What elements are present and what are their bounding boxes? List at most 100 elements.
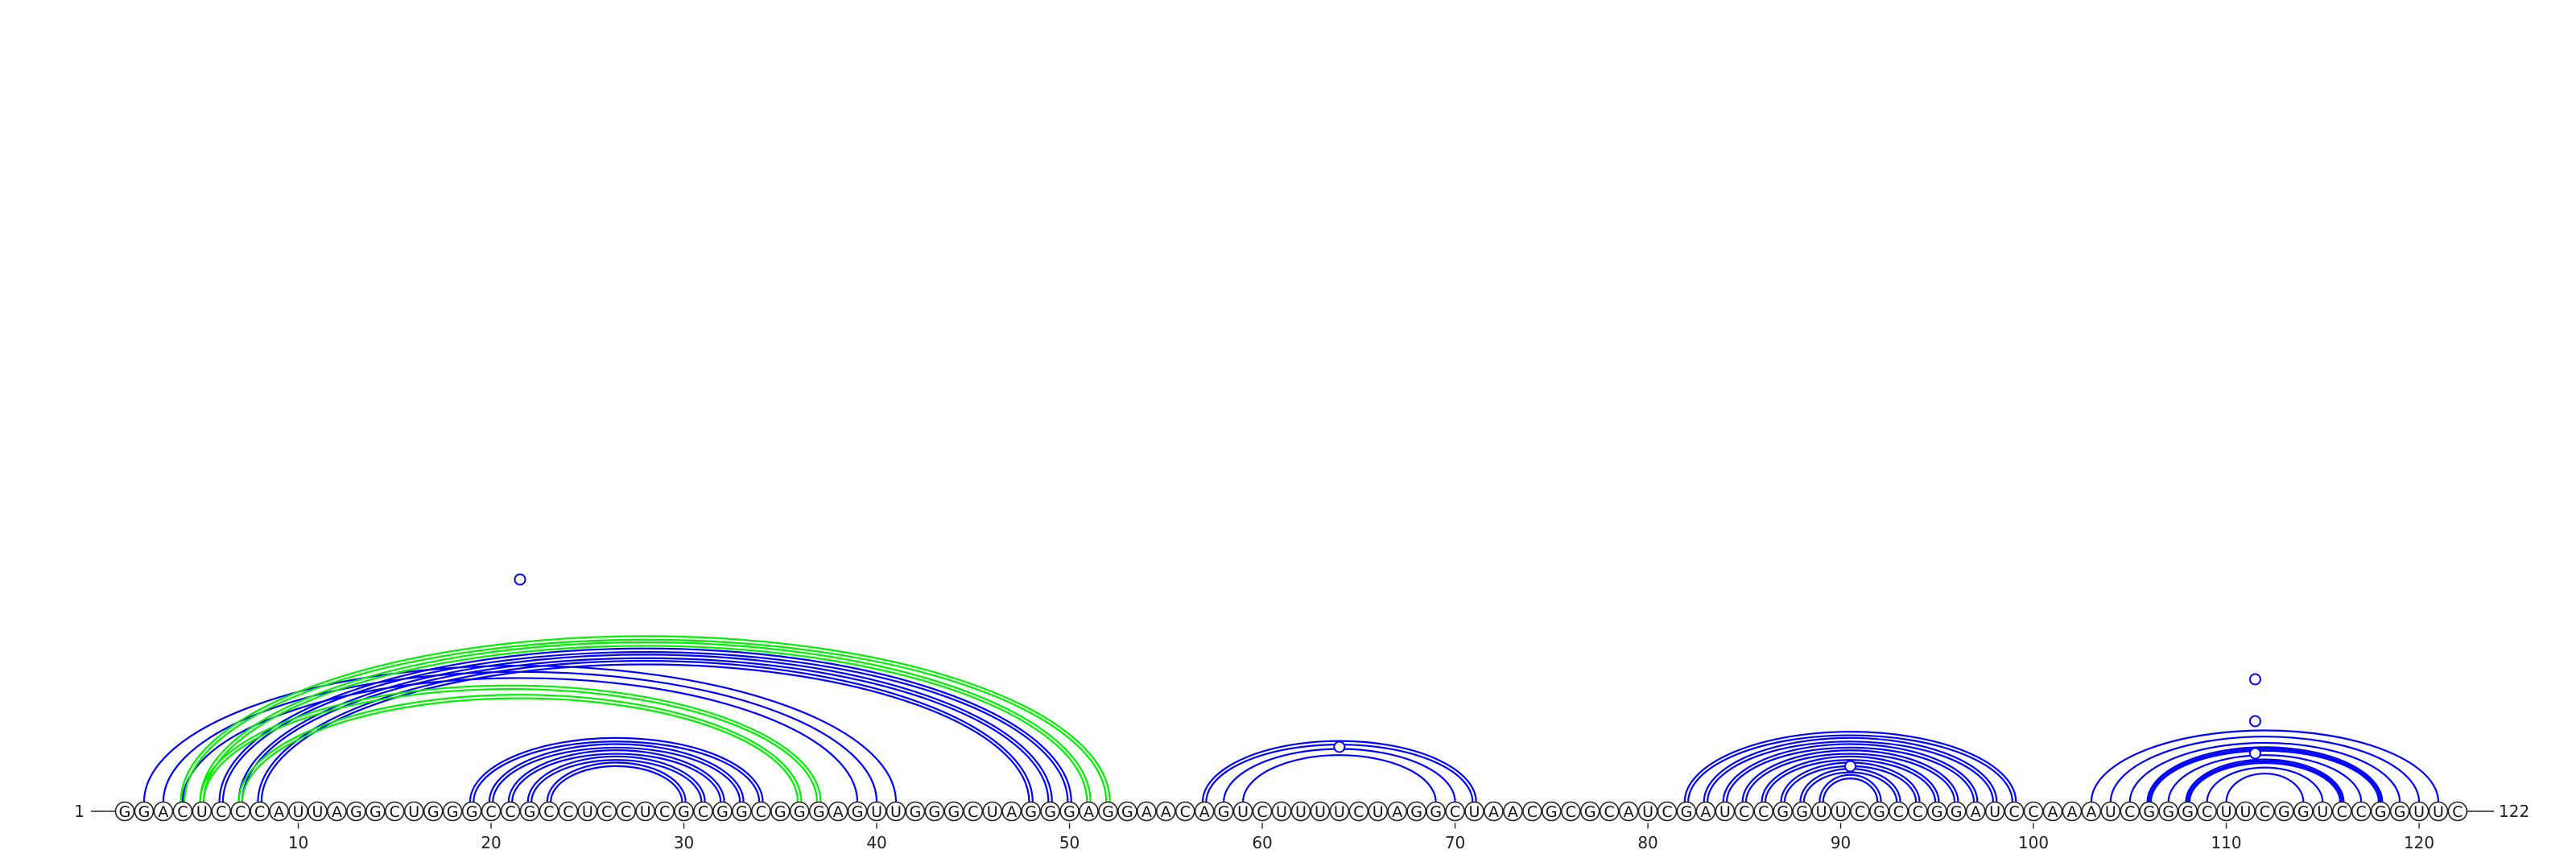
nucleotide: G xyxy=(808,801,829,822)
base-pair-arc xyxy=(2167,754,2363,802)
nucleotide-letter: A xyxy=(158,803,168,821)
nucleotide-letter: C xyxy=(1450,803,1460,821)
nucleotide-letter: G xyxy=(774,803,786,821)
nucleotide: U xyxy=(1984,801,2005,822)
nucleotide: C xyxy=(654,801,675,822)
nucleotide: U xyxy=(886,801,906,822)
tick-label: 120 xyxy=(2404,833,2434,852)
nucleotide: C xyxy=(1174,801,1195,822)
base-pair-arc xyxy=(546,761,687,802)
tick-label: 60 xyxy=(1252,833,1272,852)
nucleotide-letter: G xyxy=(1796,803,1808,821)
base-pair-arc xyxy=(511,753,722,802)
base-pair-arc xyxy=(469,736,764,802)
nucleotide: U xyxy=(635,801,655,822)
nucleotide: A xyxy=(2042,801,2063,822)
position-ticks: 10 20 30 40 50 60 70 80 90 100 110 120 xyxy=(288,823,2434,852)
nucleotide-circle xyxy=(1445,801,1465,822)
nucleotide: A xyxy=(153,801,174,822)
nucleotide: C xyxy=(2023,801,2044,822)
nucleotide: G xyxy=(1927,801,1947,822)
nucleotide-letter: G xyxy=(2394,803,2406,821)
nucleotide: G xyxy=(2178,801,2198,822)
nucleotide-letter: G xyxy=(369,803,382,821)
nucleotide-letter: U xyxy=(987,803,998,821)
nucleotide-letter: G xyxy=(1777,803,1789,821)
nucleotide-circle xyxy=(1676,801,1697,822)
nucleotide-circle xyxy=(1695,801,1716,822)
nucleotide-letter: A xyxy=(1199,803,1210,821)
nucleotide-circle xyxy=(1734,801,1755,822)
base-pair-arc xyxy=(1802,771,1898,802)
nucleotide-circle xyxy=(1831,801,1851,822)
nucleotide-letter: G xyxy=(1102,803,1114,821)
nucleotide: G xyxy=(423,801,444,822)
nucleotide-circle xyxy=(2255,801,2275,822)
nucleotide-circle xyxy=(2447,801,2468,822)
sequence-end-label: 122 xyxy=(2499,802,2529,821)
nucleotide-letter: A xyxy=(2048,803,2058,821)
nucleotide-circle xyxy=(2081,801,2102,822)
base-pair-arc xyxy=(488,743,745,802)
nucleotide: U xyxy=(403,801,424,822)
nucleotide: G xyxy=(365,801,386,822)
nucleotide: C xyxy=(1599,801,1620,822)
nucleotide: C xyxy=(1753,801,1774,822)
arc-marker xyxy=(2248,715,2261,728)
nucleotide-letter: G xyxy=(1873,803,1885,821)
base-pair-arc xyxy=(1703,736,1998,802)
base-pair-arc xyxy=(237,654,1053,802)
nucleotide: C xyxy=(1850,801,1870,822)
nucleotide-circle xyxy=(192,801,213,822)
nucleotide: G xyxy=(770,801,791,822)
nucleotide-letter: C xyxy=(1758,803,1769,821)
base-pair-arc xyxy=(2186,760,2343,802)
nucleotide: G xyxy=(1676,801,1697,822)
nucleotide: U xyxy=(308,801,328,822)
nucleotide-letter: U xyxy=(312,803,324,821)
nucleotide-letter: C xyxy=(621,803,631,821)
nucleotide-letter: C xyxy=(2260,803,2270,821)
nucleotide-circle xyxy=(1637,801,1658,822)
base-pair-arc xyxy=(1799,768,1901,802)
nucleotide: G xyxy=(2274,801,2294,822)
nucleotide-circle xyxy=(2313,801,2333,822)
nucleotide-letter: G xyxy=(1546,803,1558,821)
nucleotide: G xyxy=(134,801,155,822)
nucleotide-letter: C xyxy=(1527,803,1538,821)
nucleotide: U xyxy=(1368,801,1389,822)
nucleotide-circle xyxy=(1889,801,1909,822)
nucleotide-circle xyxy=(250,801,270,822)
nucleotide-letter: U xyxy=(2413,803,2425,821)
base-pair-arc xyxy=(1761,755,1940,802)
nucleotide: G xyxy=(1040,801,1060,822)
nucleotide-circle xyxy=(924,801,945,822)
nucleotide-letter: G xyxy=(2375,803,2387,821)
nucleotide-circle xyxy=(346,801,366,822)
base-pair-arc xyxy=(1707,740,1995,802)
nucleotide-letter: U xyxy=(293,803,304,821)
base-pair-arc xyxy=(199,684,822,802)
nucleotide: C xyxy=(1908,801,1928,822)
nucleotide-circle xyxy=(558,801,579,822)
nucleotide: G xyxy=(442,801,463,822)
nucleotide-circle xyxy=(1464,801,1484,822)
base-pair-arc xyxy=(2149,749,2380,802)
base-pair-arc xyxy=(1764,759,1937,802)
nucleotide: G xyxy=(519,801,540,822)
nucleotide-letter: C xyxy=(1855,803,1865,821)
nucleotide: A xyxy=(269,801,289,822)
nucleotide-letter: G xyxy=(138,803,151,821)
nucleotide-letter: C xyxy=(601,803,612,821)
base-pair-arc xyxy=(183,638,1108,802)
nucleotide: G xyxy=(2293,801,2314,822)
nucleotide: G xyxy=(1869,801,1889,822)
nucleotide: G xyxy=(732,801,752,822)
nucleotide: C xyxy=(2351,801,2372,822)
nucleotide-circle xyxy=(1503,801,1523,822)
nucleotide-letter: C xyxy=(1353,803,1364,821)
nucleotide-letter: C xyxy=(1257,803,1267,821)
nucleotide-circle xyxy=(2274,801,2294,822)
